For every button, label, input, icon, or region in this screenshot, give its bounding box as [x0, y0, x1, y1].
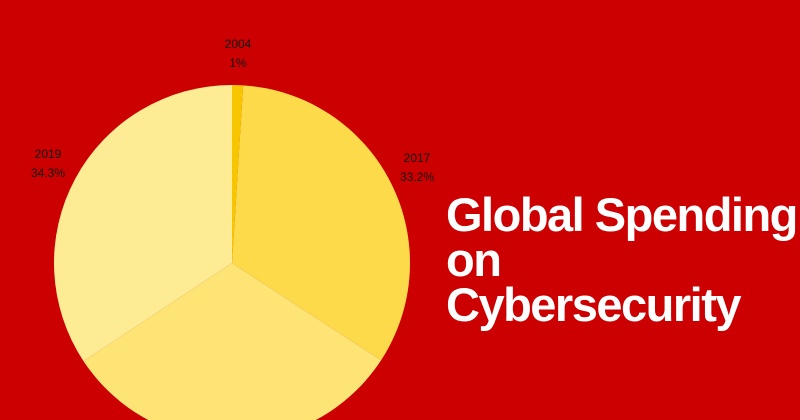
chart-title: Global Spending on Cybersecurity [446, 188, 798, 331]
slice-value-label: 34.3% [31, 166, 65, 180]
pie-slice [83, 263, 382, 420]
slice-category-label: 2004 [225, 37, 252, 51]
pie-slice [54, 85, 232, 362]
slice-category-label: 2017 [404, 151, 431, 165]
slice-value-label: 1% [229, 56, 247, 70]
pie-slice [232, 85, 244, 263]
pie-slice [232, 85, 410, 361]
slice-value-label: 33.2% [400, 170, 434, 184]
slice-category-label: 2019 [35, 147, 62, 161]
